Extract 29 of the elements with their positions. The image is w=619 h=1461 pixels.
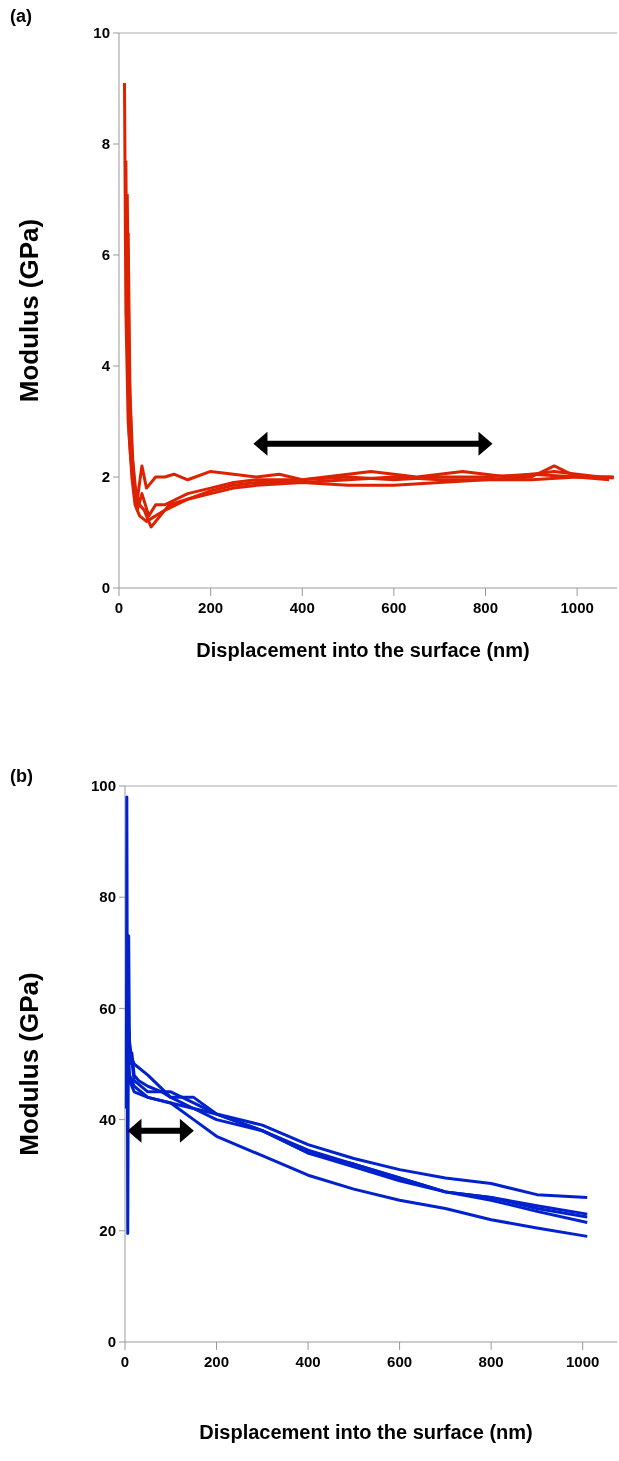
x-tick-label: 1000 <box>560 599 594 616</box>
y-tick-label: 0 <box>107 1333 116 1351</box>
x-tick-label: 400 <box>295 1353 321 1370</box>
x-tick-label: 200 <box>198 599 224 616</box>
y-tick-label: 4 <box>101 357 111 375</box>
y-tick-label: 100 <box>90 777 116 795</box>
y-axis-title: Modulus (GPa) <box>14 972 44 1156</box>
x-tick-label: 600 <box>381 599 407 616</box>
x-tick-label: 600 <box>387 1353 413 1370</box>
x-tick-label: 1000 <box>565 1353 600 1370</box>
y-tick-label: 6 <box>101 246 110 264</box>
x-tick-label: 800 <box>478 1353 504 1370</box>
x-tick-label: 400 <box>289 599 315 616</box>
chart-title: (a) <box>10 6 32 26</box>
y-tick-label: 0 <box>101 579 110 597</box>
y-tick-label: 8 <box>101 135 110 153</box>
y-tick-label: 40 <box>99 1110 116 1128</box>
x-tick-label: 800 <box>473 599 499 616</box>
y-tick-label: 2 <box>101 468 110 486</box>
x-tick-label: 200 <box>204 1353 230 1370</box>
x-axis-title: Displacement into the surface (nm) <box>199 1421 533 1443</box>
y-tick-label: 60 <box>99 999 116 1017</box>
y-tick-label: 10 <box>93 24 110 42</box>
x-axis-title: Displacement into the surface (nm) <box>196 639 530 661</box>
chart-title: (b) <box>10 766 33 786</box>
y-axis-title: Modulus (GPa) <box>14 218 44 403</box>
y-tick-label: 20 <box>99 1222 116 1240</box>
x-tick-label: 0 <box>120 1353 130 1370</box>
y-tick-label: 80 <box>99 888 116 906</box>
